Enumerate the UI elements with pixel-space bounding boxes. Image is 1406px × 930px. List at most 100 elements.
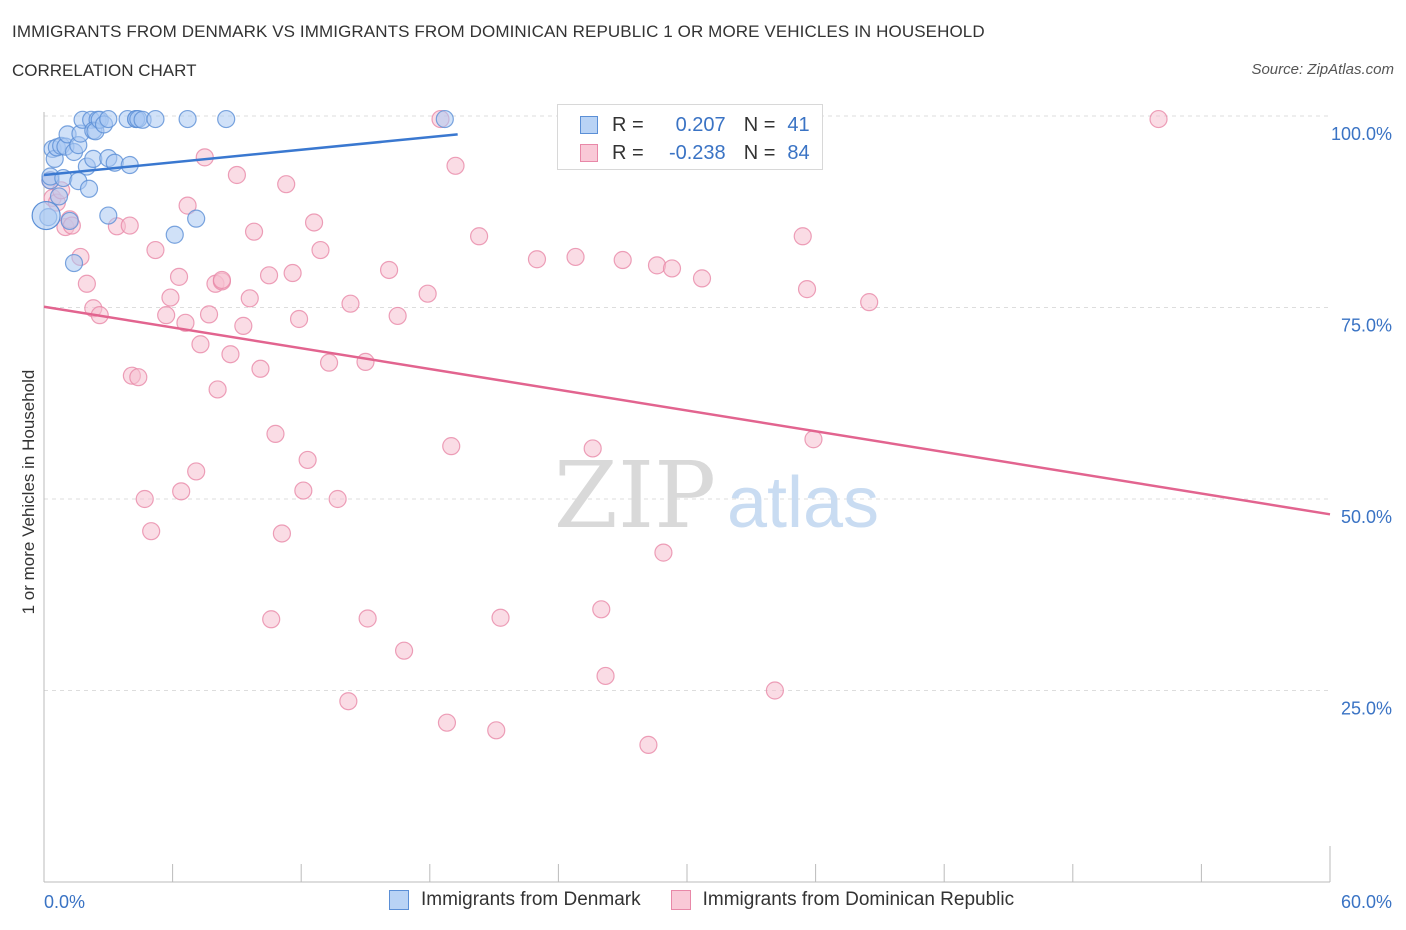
data-point [161,288,180,307]
data-point [31,200,61,231]
data-point [328,489,347,509]
data-point [99,206,118,225]
data-point [358,609,377,628]
data-point [491,608,510,627]
trend-lines [43,133,1331,516]
y-tick-label: 25.0% [1341,699,1392,719]
trend-line-dominican-republic [43,305,1331,516]
data-point [442,437,461,456]
data-point [613,250,632,270]
data-point [221,345,240,364]
data-point [240,289,259,308]
data-point [187,209,206,228]
source-credit: Source: ZipAtlas.com [1251,61,1394,78]
data-point [217,109,236,129]
legend-label-dominican-republic: Immigrants from Dominican Republic [702,889,1015,910]
x-tick-label-min: 0.0% [44,892,85,912]
data-point [418,284,437,303]
data-point [146,109,165,129]
series-dominican-republic-points [41,109,1168,754]
data-point [356,352,375,371]
data-point [208,380,227,399]
legend-row-denmark: R = 0.207 N = 41 [580,112,810,138]
legend-swatch-blue [389,890,409,910]
legend-n-value: 41 [787,113,810,136]
data-point [157,306,176,325]
data-point [435,109,454,129]
y-tick-label: 75.0% [1341,316,1392,336]
data-point [212,270,231,290]
data-point [860,293,879,312]
data-point [692,269,712,288]
data-point [804,430,823,449]
data-point [446,156,465,175]
data-point [234,316,253,335]
data-point [469,227,489,246]
data-point [283,263,302,283]
data-point [251,359,270,378]
series-legend: Immigrants from Denmark Immigrants from … [389,889,1044,911]
data-point [388,306,407,326]
data-point [294,481,313,500]
data-point [527,250,547,269]
data-point [77,274,96,293]
data-point [319,353,339,372]
data-point [259,266,279,285]
legend-n-value: 84 [787,141,810,164]
data-point [1149,109,1168,129]
data-point [244,222,264,241]
data-point [437,713,457,732]
data-point [566,247,585,267]
chart-subtitle: CORRELATION CHART [12,61,197,80]
legend-n-label: N = [743,141,776,164]
data-point [394,641,414,660]
data-point [277,175,296,194]
legend-item-denmark[interactable]: Immigrants from Denmark [389,889,641,911]
data-point [341,294,360,313]
legend-r-label: R = [612,113,644,136]
data-point [639,735,658,754]
legend-swatch-blue [580,116,598,134]
y-axis-label: 1 or more Vehicles in Household [19,370,38,615]
legend-label-denmark: Immigrants from Denmark [421,889,641,910]
data-point [142,522,161,541]
data-point [266,424,285,443]
data-point [169,267,189,286]
legend-swatch-pink [670,890,691,910]
data-point [178,109,197,129]
data-point [129,368,148,387]
data-point [172,482,191,501]
legend-r-value: 0.207 [675,113,726,136]
data-point [49,187,69,206]
data-point [592,600,611,619]
data-point [298,450,317,470]
correlation-legend: R = 0.207 N = 41 R = -0.238 N = 84 [557,104,823,170]
data-point [120,216,139,235]
legend-item-dominican-republic[interactable]: Immigrants from Dominican Republic [670,889,1015,911]
legend-row-dominican-republic: R = -0.238 N = 84 [580,140,810,166]
legend-n-label: N = [743,113,776,136]
x-tick-label-max: 60.0% [1341,892,1392,912]
data-point [165,225,184,244]
data-point [191,335,210,354]
data-point [662,259,682,278]
watermark-atlas: atlas [727,463,879,543]
data-point [64,253,84,273]
data-point [304,213,324,232]
data-point [176,313,195,332]
trend-line-denmark [43,133,458,177]
data-point [596,666,615,686]
series-denmark-points [31,109,454,273]
data-point [60,211,79,231]
data-point [195,148,214,167]
data-point [339,692,358,711]
data-point [487,721,506,740]
y-tick-label: 100.0% [1331,124,1392,144]
data-point [187,462,206,481]
gridlines [44,115,1330,691]
data-point [146,240,165,260]
chart-title: IMMIGRANTS FROM DENMARK VS IMMIGRANTS FR… [12,22,985,41]
data-point [289,309,309,329]
data-point [647,256,667,275]
